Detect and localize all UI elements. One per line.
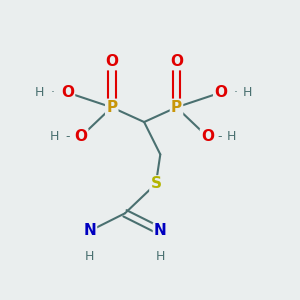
Text: -: -: [217, 130, 221, 143]
Text: -: -: [65, 130, 70, 143]
Text: H: H: [227, 130, 236, 143]
Text: O: O: [61, 85, 74, 100]
Text: H: H: [50, 130, 59, 143]
Text: ·: ·: [51, 86, 55, 99]
Text: N: N: [154, 224, 167, 238]
Text: P: P: [171, 100, 182, 115]
Text: O: O: [105, 54, 118, 69]
Text: ·: ·: [233, 86, 237, 99]
Text: P: P: [106, 100, 117, 115]
Text: H: H: [85, 250, 94, 262]
Text: H: H: [35, 86, 44, 99]
Text: N: N: [83, 224, 96, 238]
Text: S: S: [150, 176, 161, 191]
Text: O: O: [201, 129, 214, 144]
Text: O: O: [214, 85, 227, 100]
Text: H: H: [156, 250, 165, 262]
Text: O: O: [170, 54, 183, 69]
Text: H: H: [242, 86, 252, 99]
Text: O: O: [74, 129, 87, 144]
